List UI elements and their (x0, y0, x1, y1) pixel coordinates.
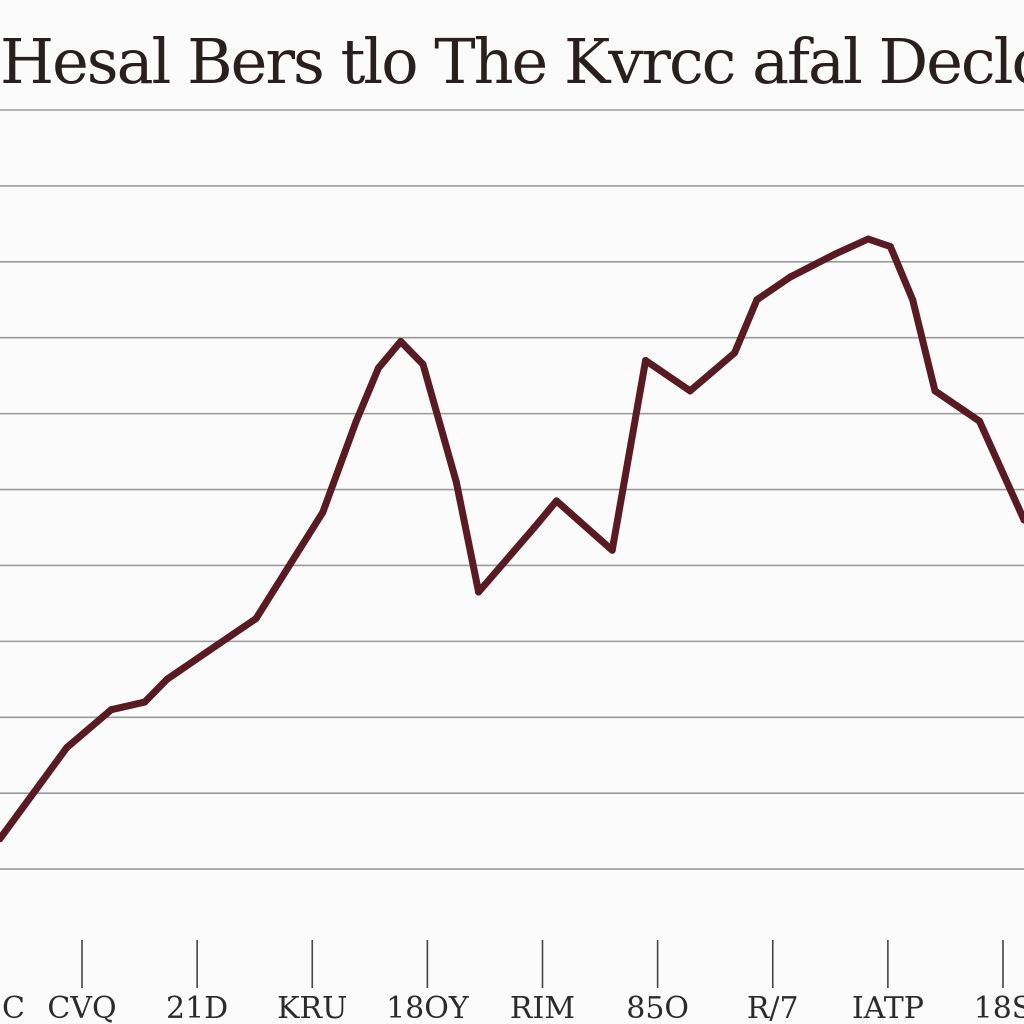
gridlines (0, 109, 1024, 870)
data-point (374, 364, 382, 372)
data-point (786, 273, 794, 281)
data-point (196, 653, 204, 661)
chart-title: Hesal Bers tlo The Kvrcc afal Declo (0, 25, 1024, 98)
data-point (0, 835, 4, 843)
series-line (0, 235, 1024, 843)
data-point (608, 546, 616, 554)
x-tick-label: 18OY (386, 991, 470, 1024)
x-tick-label: CVQ (47, 991, 116, 1024)
x-tick-label: IATP (852, 991, 924, 1024)
data-point (141, 698, 149, 706)
x-tick-label: 85O (626, 991, 689, 1024)
data-point (1020, 516, 1024, 524)
data-point (352, 417, 360, 425)
data-point (642, 357, 650, 364)
data-point (753, 296, 761, 304)
x-axis-tick-labels: C CVQ 21D KRU 18OY RIM 85O R/7 IATP 18S (2, 991, 1024, 1024)
data-point (107, 706, 115, 714)
data-point (686, 387, 694, 395)
data-point (319, 508, 327, 516)
data-point (452, 478, 460, 486)
x-tick-label: RIM (510, 991, 575, 1024)
x-tick-label: 18S (974, 991, 1024, 1024)
data-point (475, 588, 483, 596)
data-point (931, 387, 939, 395)
x-tick-label: C (2, 991, 25, 1024)
x-axis-ticks (81, 940, 1004, 988)
data-point (831, 250, 839, 258)
data-point (731, 349, 739, 357)
x-tick-label: R/7 (747, 991, 799, 1024)
data-point (397, 338, 405, 346)
series (0, 235, 1024, 843)
data-point (909, 296, 917, 304)
data-point (252, 615, 260, 623)
data-point (975, 417, 983, 425)
data-point (419, 360, 427, 368)
x-tick-label: 21D (166, 991, 228, 1024)
x-tick-label: KRU (277, 991, 347, 1024)
data-point (530, 524, 538, 531)
data-point (63, 744, 71, 752)
data-point (553, 497, 561, 505)
data-point (163, 675, 171, 683)
data-point (886, 243, 894, 251)
data-point (864, 235, 872, 243)
